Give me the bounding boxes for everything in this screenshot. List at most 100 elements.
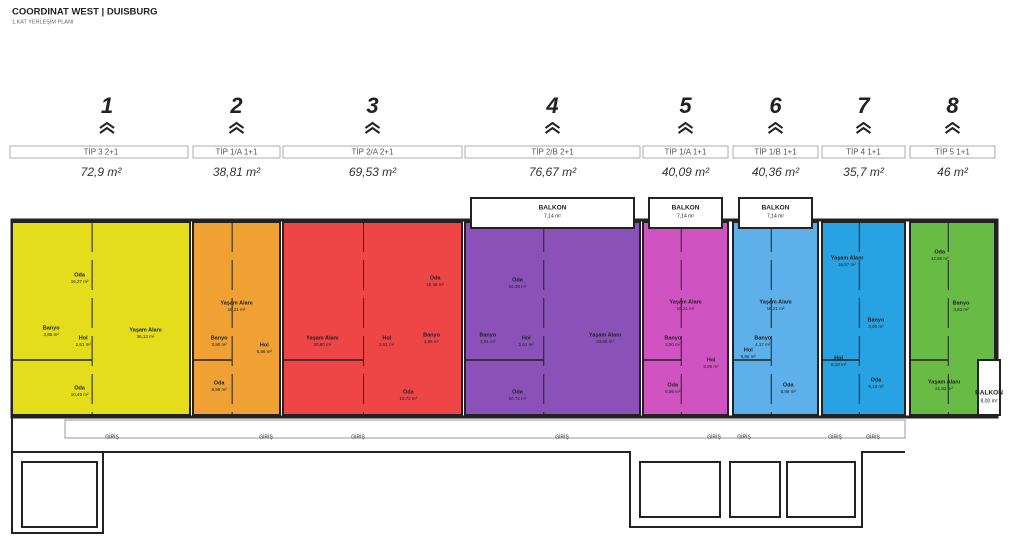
unit-area: [282, 221, 463, 416]
balcony-area: 8,00 m²: [981, 398, 998, 404]
subtitle: 1.KAT YERLEŞİM PLANI: [12, 18, 74, 25]
chevron: [677, 121, 694, 134]
room-name: Oda: [871, 377, 883, 383]
room-area: 10,48 m²: [71, 392, 89, 397]
room-name: Oda: [667, 382, 679, 388]
entrance-label: GİRİŞ: [707, 433, 721, 440]
unit-area: [192, 221, 281, 416]
entrance-label: GİRİŞ: [828, 433, 842, 440]
room-name: Banyo: [664, 335, 681, 341]
room-area: 16,46 m²: [426, 282, 444, 287]
unit-number: 1: [101, 93, 113, 118]
chevron: [544, 121, 561, 134]
room-name: Hol: [382, 335, 391, 341]
room-area: 8,98 m²: [781, 389, 797, 394]
unit-area-label: 40,09 m²: [662, 165, 710, 179]
balcony: [738, 197, 813, 229]
room-area: 3,95 m²: [424, 339, 440, 344]
unit-area-label: 69,53 m²: [349, 165, 397, 179]
entrance-label: GİRİŞ: [105, 433, 119, 440]
unit-type: TİP 1/A 1+1: [665, 148, 707, 157]
balcony: [977, 359, 1001, 416]
room-area: 16,21 m²: [228, 307, 246, 312]
room-name: Yaşam Alanı: [129, 327, 162, 333]
unit-number: 8: [946, 93, 959, 118]
room-name: Banyo: [211, 335, 228, 341]
room-area: 10,72 m²: [399, 396, 417, 401]
chevron: [364, 121, 381, 134]
unit-number: 4: [545, 93, 558, 118]
type-box: [282, 145, 463, 159]
room-name: Yaşam Alanı: [831, 255, 864, 261]
room-name: Yaşam Alanı: [589, 332, 622, 338]
unit-area-label: 35,7 m²: [843, 165, 885, 179]
unit-number: 5: [679, 93, 692, 118]
unit-area-label: 40,36 m²: [752, 165, 800, 179]
type-box: [9, 145, 189, 159]
room-name: Hol: [260, 342, 269, 348]
room-area: 21,83 m²: [935, 386, 953, 391]
unit-area-label: 76,67 m²: [529, 165, 577, 179]
room-name: Hol: [834, 355, 843, 361]
chevron: [99, 121, 115, 134]
balcony-area: 7,14 m²: [767, 213, 784, 219]
unit-area: [464, 221, 641, 416]
unit-type: TİP 4 1+1: [846, 148, 881, 157]
unit-type: TİP 2/B 2+1: [531, 148, 574, 157]
room-area: 2,61 m²: [76, 342, 92, 347]
chevron: [228, 121, 245, 134]
unit-type: TİP 1/A 1+1: [216, 148, 258, 157]
unit-number: 3: [366, 93, 378, 118]
room-area: 8,98 m²: [211, 387, 227, 392]
room-area: 4,17 m²: [755, 342, 771, 347]
balcony: [648, 197, 723, 229]
room-area: 3,83 m²: [953, 307, 969, 312]
room-area: 3,91 m²: [480, 339, 496, 344]
chevron: [855, 121, 872, 134]
type-box: [909, 145, 996, 159]
room-area: 5,86 m²: [703, 364, 719, 369]
balcony: [470, 197, 635, 229]
unit-type: TİP 3 2+1: [84, 148, 119, 157]
room-name: Banyo: [479, 332, 496, 338]
balcony-name: BALKON: [975, 390, 1003, 397]
room-area: 2,61 m²: [519, 342, 535, 347]
entrance-label: GİRİŞ: [351, 433, 365, 440]
room-area: 2,61 m²: [379, 342, 395, 347]
room-name: Yaşam Alanı: [669, 299, 702, 305]
room-name: Oda: [783, 382, 795, 388]
room-area: 3,90 m²: [868, 324, 884, 329]
room-name: Yaşam Alanı: [220, 300, 253, 306]
entrance-label: GİRİŞ: [866, 433, 880, 440]
type-box: [732, 145, 819, 159]
entrance-label: GİRİŞ: [259, 433, 273, 440]
unit-area-label: 72,9 m²: [81, 165, 123, 179]
room-name: Yaşam Alanı: [928, 379, 961, 385]
room-area: 6,10 m²: [831, 362, 847, 367]
room-name: Oda: [74, 272, 86, 278]
room-name: Oda: [214, 380, 226, 386]
room-area: 12,96 m²: [931, 256, 949, 261]
title: COORDINAT WEST | DUISBURG: [12, 7, 158, 18]
room-area: 16,57 m²: [838, 262, 856, 267]
room-name: Banyo: [423, 332, 440, 338]
room-name: Oda: [430, 275, 442, 281]
chevron: [767, 121, 784, 134]
balcony-name: BALKON: [672, 205, 700, 212]
room-area: 10,72 m²: [509, 396, 527, 401]
room-name: Oda: [403, 389, 415, 395]
room-area: 36,13 m²: [137, 334, 155, 339]
unit-type: TİP 2/A 2+1: [352, 148, 394, 157]
room-name: Hol: [707, 357, 716, 363]
entrance-label: GİRİŞ: [555, 433, 569, 440]
room-area: 16,21 m²: [767, 306, 785, 311]
room-name: Banyo: [868, 317, 885, 323]
balcony-area: 7,14 m²: [677, 213, 694, 219]
room-area: 16,27 m²: [71, 279, 89, 284]
room-name: Hol: [522, 335, 531, 341]
room-area: 5,86 m²: [257, 349, 273, 354]
room-area: 3,85 m²: [44, 332, 60, 337]
unit-number: 6: [769, 93, 782, 118]
unit-area-label: 38,81 m²: [213, 165, 261, 179]
room-area: 33,80 m²: [596, 339, 614, 344]
